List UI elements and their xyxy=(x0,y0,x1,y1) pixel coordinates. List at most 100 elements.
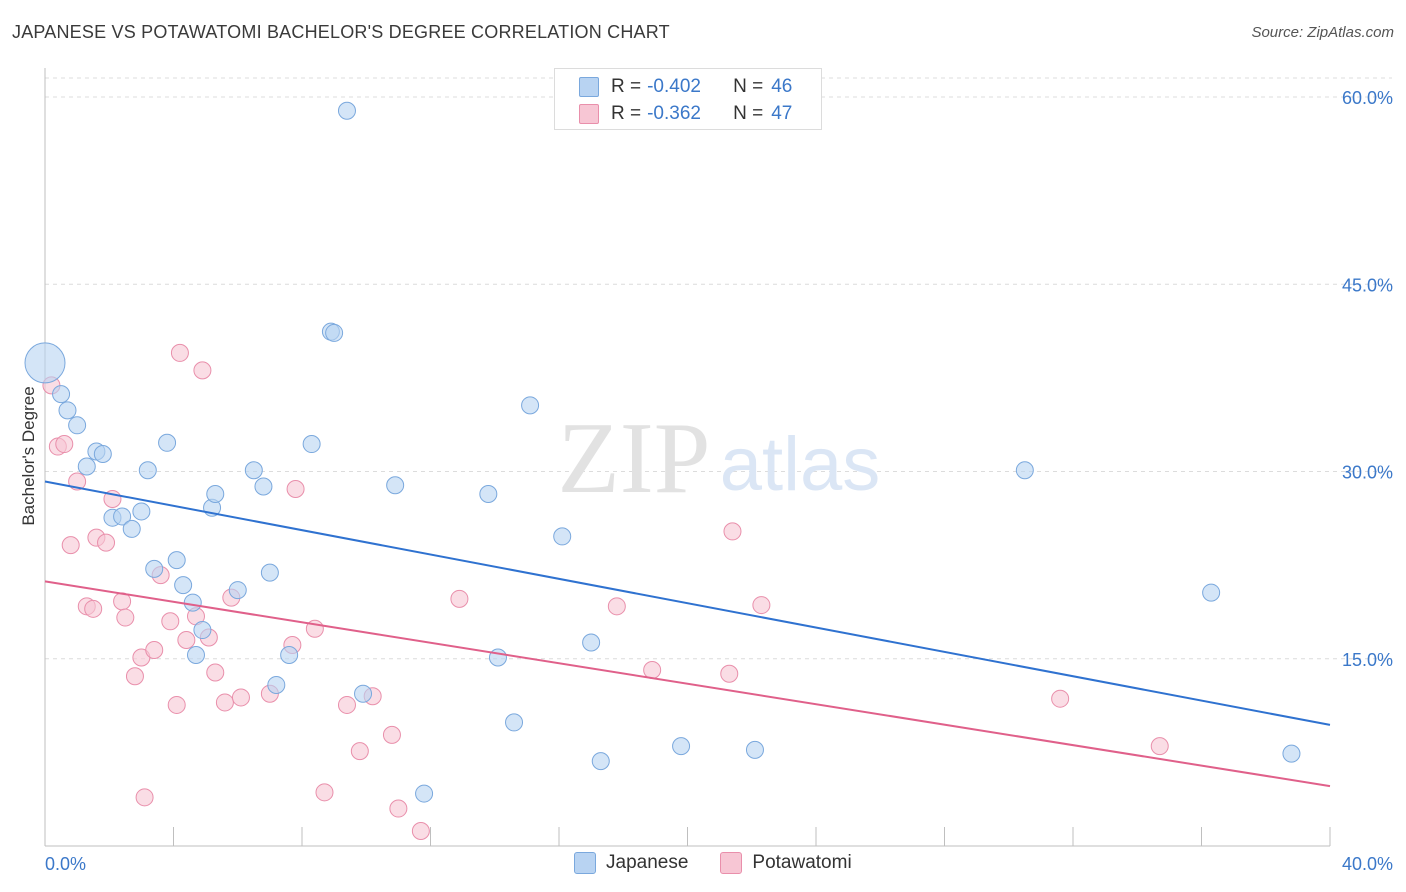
japanese-point xyxy=(244,461,263,480)
potawatomi-point xyxy=(167,695,186,714)
potawatomi-point xyxy=(135,788,154,807)
x-tick-label: 40.0% xyxy=(1342,854,1393,874)
japanese-point xyxy=(479,484,498,503)
series-legend: Japanese Potawatomi xyxy=(574,852,884,874)
potawatomi-point xyxy=(84,599,103,618)
potawatomi-point xyxy=(177,631,196,650)
japanese-point xyxy=(745,740,764,759)
watermark-atlas: atlas xyxy=(720,422,881,507)
y-tick-label: 45.0% xyxy=(1342,275,1393,295)
potawatomi-point xyxy=(231,688,250,707)
potawatomi-point xyxy=(643,660,662,679)
potawatomi-trend-line xyxy=(44,580,1331,788)
japanese-point xyxy=(77,457,96,476)
legend-r-value: -0.402 xyxy=(647,76,701,97)
japanese-point xyxy=(354,684,373,703)
japanese-point xyxy=(158,433,177,452)
potawatomi-point xyxy=(315,783,334,802)
potawatomi-point xyxy=(1051,689,1070,708)
japanese-point xyxy=(302,435,321,454)
japanese-point xyxy=(415,784,434,803)
japanese-point xyxy=(93,445,112,464)
potawatomi-point xyxy=(61,536,80,555)
y-axis-label: Bachelor's Degree xyxy=(19,386,38,525)
japanese-point xyxy=(591,752,610,771)
potawatomi-point xyxy=(68,472,87,491)
japanese-point xyxy=(267,675,286,694)
potawatomi-point xyxy=(1150,737,1169,756)
japanese-point xyxy=(553,527,572,546)
trend-lines xyxy=(44,480,1331,788)
y-tick-labels: 15.0% 30.0% 45.0% 60.0% xyxy=(1342,88,1393,670)
potawatomi-point xyxy=(382,725,401,744)
series-swatch-japanese xyxy=(574,852,596,874)
y-tick-label: 60.0% xyxy=(1342,88,1393,108)
japanese-point xyxy=(132,502,151,521)
japanese-trend-line xyxy=(44,480,1331,726)
potawatomi-point xyxy=(607,597,626,616)
japanese-point xyxy=(488,648,507,667)
japanese-point xyxy=(138,461,157,480)
japanese-point xyxy=(206,484,225,503)
japanese-point xyxy=(505,713,524,732)
japanese-point xyxy=(280,646,299,665)
potawatomi-point xyxy=(752,596,771,615)
potawatomi-point xyxy=(206,663,225,682)
legend-swatch-japanese xyxy=(579,77,599,97)
series-label-potawatomi: Potawatomi xyxy=(752,852,852,873)
japanese-point xyxy=(24,342,66,384)
y-tick-label: 30.0% xyxy=(1342,463,1393,483)
x-tick-label: 0.0% xyxy=(45,854,86,874)
japanese-point xyxy=(193,621,212,640)
japanese-point xyxy=(58,401,77,420)
japanese-point xyxy=(1282,744,1301,763)
y-tick-label: 15.0% xyxy=(1342,650,1393,670)
potawatomi-point xyxy=(389,799,408,818)
potawatomi-point xyxy=(170,343,189,362)
japanese-point xyxy=(582,633,601,652)
potawatomi-point xyxy=(337,695,356,714)
series-legend-potawatomi[interactable]: Potawatomi xyxy=(720,852,852,874)
potawatomi-point xyxy=(450,589,469,608)
legend-n-value: 47 xyxy=(771,103,793,124)
legend-r-label: R = xyxy=(611,76,642,97)
legend-n-label: N = xyxy=(733,76,764,97)
japanese-point xyxy=(52,385,71,404)
potawatomi-point xyxy=(411,822,430,841)
legend-row-japanese: R = -0.402 N = 46 xyxy=(579,76,792,98)
potawatomi-point xyxy=(145,641,164,660)
potawatomi-points xyxy=(42,343,1169,841)
legend-row-potawatomi: R = -0.362 N = 47 xyxy=(579,103,792,125)
series-swatch-potawatomi xyxy=(720,852,743,874)
japanese-point xyxy=(186,646,205,665)
japanese-point xyxy=(145,559,164,578)
potawatomi-point xyxy=(723,522,742,541)
japanese-point xyxy=(1015,461,1034,480)
potawatomi-point xyxy=(55,435,74,454)
japanese-point xyxy=(260,563,279,582)
japanese-point xyxy=(183,593,202,612)
legend-r-label: R = xyxy=(611,103,642,124)
watermark-zip: ZIP xyxy=(558,402,711,515)
chart-title: JAPANESE VS POTAWATOMI BACHELOR'S DEGREE… xyxy=(12,22,670,42)
potawatomi-point xyxy=(161,612,180,631)
potawatomi-point xyxy=(286,479,305,498)
japanese-point xyxy=(337,101,356,120)
potawatomi-point xyxy=(350,742,369,761)
japanese-point xyxy=(68,416,87,435)
japanese-point xyxy=(122,519,141,538)
legend-r-value: -0.362 xyxy=(647,103,701,124)
series-label-japanese: Japanese xyxy=(606,852,689,873)
legend-n-label: N = xyxy=(733,103,764,124)
potawatomi-point xyxy=(125,667,144,686)
axes xyxy=(44,68,1331,847)
series-legend-japanese[interactable]: Japanese xyxy=(574,852,688,874)
japanese-points xyxy=(24,101,1301,803)
source-label: Source: ZipAtlas.com xyxy=(1251,24,1394,41)
japanese-point xyxy=(174,576,193,595)
japanese-point xyxy=(1202,583,1221,602)
potawatomi-point xyxy=(215,693,234,712)
japanese-point xyxy=(228,581,247,600)
watermark: ZIP atlas xyxy=(558,402,881,515)
